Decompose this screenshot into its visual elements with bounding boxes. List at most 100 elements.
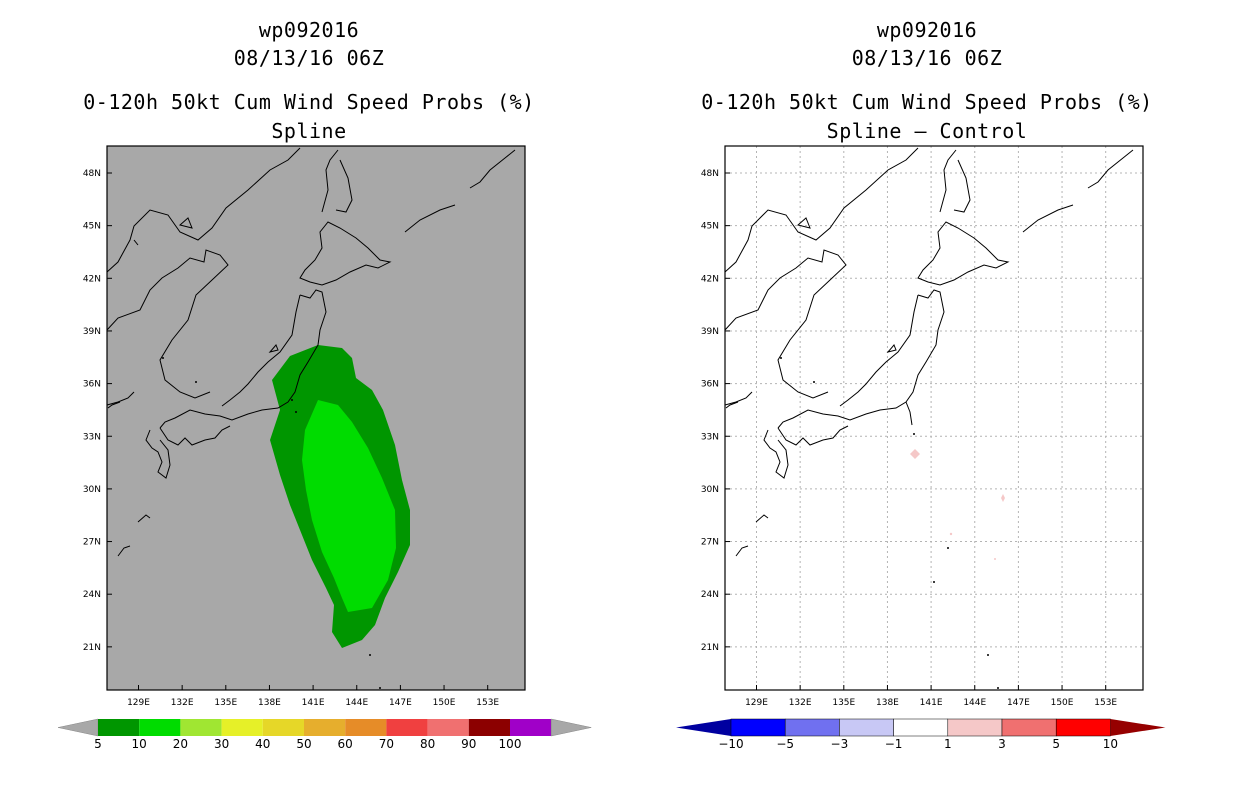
lat-tick-label: 24N (83, 590, 101, 600)
lat-tick-label: 30N (83, 485, 101, 495)
lon-tick-label: 153E (476, 698, 499, 708)
difference-patches (910, 449, 1005, 560)
colorbar-swatch (1055, 718, 1111, 737)
small-islands (780, 357, 999, 689)
prob-10-20-area (302, 400, 396, 612)
lat-tick-label: 45N (701, 222, 719, 232)
product-title: 0-120h 50kt Cum Wind Speed Probs (%) (83, 90, 535, 114)
lat-tick-label: 42N (83, 274, 101, 284)
colorbar-swatch (386, 719, 428, 736)
method-title: Spline – Control (826, 119, 1028, 143)
colorbar-label: 30 (214, 737, 229, 751)
colorbar-swatch (139, 719, 181, 736)
lat-tick-label: 39N (701, 327, 719, 337)
axis-ticks: 129E 132E 135E 138E 141E 144E 147E 150E 153E 48N 4… (83, 169, 500, 708)
colorbar-label: 70 (379, 737, 394, 751)
colorbar-label: 20 (173, 737, 188, 751)
lon-tick-label: 141E (302, 698, 325, 708)
left-panel: wp092016 08/13/16 06Z 0-120h 50kt Cum Wi… (57, 18, 592, 751)
right-panel: wp092016 08/13/16 06Z 0-120h 50kt Cum Wi… (618, 0, 1236, 800)
map-background (725, 146, 1143, 690)
colorbar: −10 −5 −3 −1 1 3 5 10 (676, 718, 1166, 751)
colorbar-swatch (427, 719, 469, 736)
lon-tick-label: 141E (920, 698, 943, 708)
colorbar: 5 10 20 30 40 50 60 70 80 90 100 (57, 718, 592, 751)
colorbar-label: −3 (831, 737, 849, 751)
lat-tick-label: 36N (83, 380, 101, 390)
colorbar-swatch (893, 718, 949, 737)
lon-tick-label: 129E (127, 698, 150, 708)
lat-tick-label: 33N (83, 432, 101, 442)
lon-tick-label: 132E (171, 698, 194, 708)
lon-tick-label: 147E (1007, 698, 1030, 708)
lon-tick-label: 150E (433, 698, 456, 708)
colorbar-label: −10 (718, 737, 743, 751)
storm-id-title: wp092016 (876, 18, 978, 42)
lon-tick-label: 147E (389, 698, 412, 708)
lat-tick-label: 39N (83, 327, 101, 337)
datetime-title: 08/13/16 06Z (233, 46, 385, 70)
map-frame (106, 145, 526, 691)
colorbar-swatch (730, 718, 786, 737)
axis-ticks: 129E 132E 135E 138E 141E 144E 147E 150E 153E 48N 4… (701, 169, 1118, 708)
colorbar-label: 3 (998, 737, 1006, 751)
lat-tick-label: 27N (83, 538, 101, 548)
colorbar-label: 40 (255, 737, 270, 751)
storm-id-title: wp092016 (258, 18, 360, 42)
colorbar-label: 1 (944, 737, 952, 751)
colorbar-arrow-high (1110, 719, 1166, 736)
coastline-overlay (106, 147, 516, 557)
lat-tick-label: 21N (83, 643, 101, 653)
colorbar-swatch (345, 719, 387, 736)
datetime-title: 08/13/16 06Z (851, 46, 1003, 70)
colorbar-swatch (839, 718, 894, 737)
lon-tick-label: 138E (876, 698, 899, 708)
colorbar-label: 5 (1052, 737, 1060, 751)
lat-tick-label: 48N (701, 169, 719, 179)
colorbar-swatch (468, 719, 510, 736)
lon-tick-label: 144E (963, 698, 986, 708)
colorbar-swatch (262, 719, 304, 736)
colorbar-label: 60 (338, 737, 353, 751)
colorbar-label: 10 (132, 737, 147, 751)
colorbar-swatch (947, 718, 1003, 737)
lon-tick-label: 150E (1051, 698, 1074, 708)
colorbar-arrow-low (57, 718, 99, 737)
lon-tick-label: 135E (832, 698, 855, 708)
gridlines (725, 146, 1143, 690)
coastline-overlay (724, 147, 1134, 557)
colorbar-swatch (510, 719, 552, 736)
lon-tick-label: 138E (258, 698, 281, 708)
colorbar-swatch (784, 718, 840, 737)
lat-tick-label: 45N (83, 222, 101, 232)
lon-tick-label: 153E (1094, 698, 1117, 708)
small-islands (162, 357, 381, 689)
lat-tick-label: 24N (701, 590, 719, 600)
lon-tick-label: 135E (214, 698, 237, 708)
right-map: 129E 132E 135E 138E 141E 144E 147E 150E 153E 48N 4… (676, 145, 1166, 751)
colorbar-label: 80 (420, 737, 435, 751)
colorbar-arrow-high (550, 718, 592, 737)
colorbar-label: −5 (776, 737, 794, 751)
colorbar-swatch (1001, 718, 1057, 737)
colorbar-label: 50 (296, 737, 311, 751)
lat-tick-label: 21N (701, 643, 719, 653)
product-title: 0-120h 50kt Cum Wind Speed Probs (%) (701, 90, 1153, 114)
colorbar-label: 5 (94, 737, 102, 751)
colorbar-label: −1 (885, 737, 903, 751)
lon-tick-label: 129E (745, 698, 768, 708)
lat-tick-label: 48N (83, 169, 101, 179)
lon-tick-label: 132E (789, 698, 812, 708)
colorbar-swatch (98, 719, 140, 736)
lat-tick-label: 30N (701, 485, 719, 495)
colorbar-label: 10 (1103, 737, 1118, 751)
map-frame (724, 145, 1144, 691)
lat-tick-label: 33N (701, 432, 719, 442)
lon-tick-label: 144E (345, 698, 368, 708)
lat-tick-label: 27N (701, 538, 719, 548)
colorbar-arrow-low (676, 719, 731, 736)
colorbar-swatch (221, 719, 263, 736)
lat-tick-label: 42N (701, 274, 719, 284)
left-map: 129E 132E 135E 138E 141E 144E 147E 150E 153E 48N 4… (57, 145, 592, 751)
colorbar-label: 90 (461, 737, 476, 751)
